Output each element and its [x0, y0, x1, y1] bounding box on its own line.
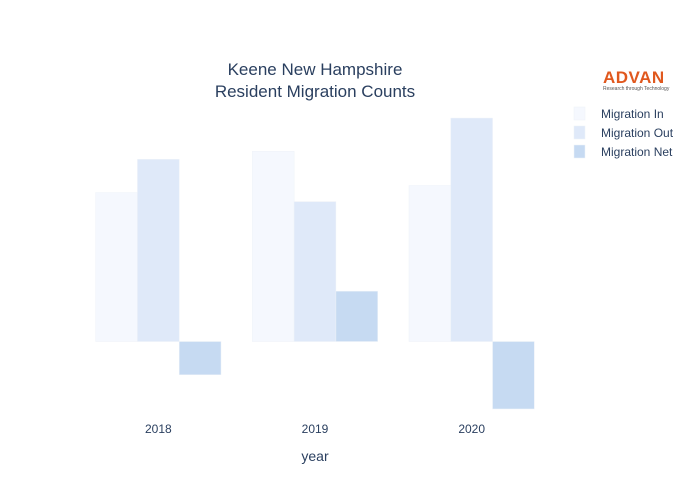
- bar-migration-in-2019[interactable]: [252, 151, 295, 342]
- legend-item-migration-net[interactable]: Migration Net: [573, 144, 673, 159]
- legend[interactable]: Migration In Migration Out Migration Net: [573, 106, 674, 159]
- legend-swatch: [573, 106, 586, 121]
- x-axis-ticks: 2018 2019 2020: [145, 422, 485, 436]
- bar-migration-out-2020[interactable]: [450, 117, 493, 342]
- legend-label: Migration Out: [601, 126, 674, 140]
- chart-title: Keene New Hampshire Resident Migration C…: [215, 60, 415, 101]
- x-tick-label: 2020: [458, 422, 485, 436]
- bar-migration-out-2019[interactable]: [293, 201, 337, 342]
- x-axis-title: year: [301, 448, 329, 464]
- legend-item-migration-in[interactable]: Migration In: [573, 106, 664, 121]
- bar-migration-in-2018[interactable]: [95, 192, 138, 342]
- brand-logo-text: ADVAN: [603, 68, 665, 87]
- chart-title-line-2: Resident Migration Counts: [215, 82, 415, 101]
- bars-layer: [95, 117, 535, 410]
- legend-label: Migration In: [601, 107, 664, 121]
- bar-migration-in-2020[interactable]: [408, 185, 452, 342]
- brand-logo-tagline: Research through Technology: [603, 86, 670, 92]
- x-tick-label: 2018: [145, 422, 172, 436]
- bar-migration-out-2018[interactable]: [137, 159, 180, 342]
- x-tick-label: 2019: [302, 422, 329, 436]
- bar-migration-net-2020[interactable]: [492, 341, 535, 410]
- bar-migration-net-2018[interactable]: [178, 341, 222, 375]
- chart-title-line-1: Keene New Hampshire: [228, 60, 403, 79]
- legend-item-migration-out[interactable]: Migration Out: [573, 125, 674, 140]
- bar-migration-net-2019[interactable]: [335, 290, 378, 342]
- brand-logo: ADVAN Research through Technology: [603, 68, 670, 92]
- legend-swatch: [573, 125, 586, 140]
- legend-label: Migration Net: [601, 145, 673, 159]
- legend-swatch: [573, 144, 586, 159]
